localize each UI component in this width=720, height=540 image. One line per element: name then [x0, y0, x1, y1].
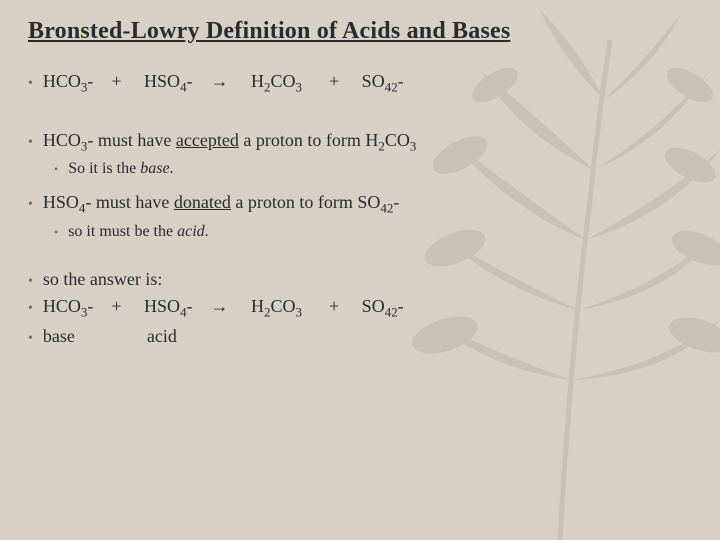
bullet-icon: •: [28, 331, 33, 347]
slide-title: Bronsted-Lowry Definition of Acids and B…: [28, 18, 692, 45]
explain-hco3: • HCO3- must have accepted a proton to f…: [28, 130, 692, 155]
bullet-icon: •: [54, 225, 58, 240]
slide-content: Bronsted-Lowry Definition of Acids and B…: [0, 0, 720, 347]
answer-intro: • so the answer is:: [28, 269, 692, 290]
base-acid-labels: • base acid: [28, 326, 692, 347]
bullet-icon: •: [54, 162, 58, 177]
equation-1: • HCO3- + HSO4- → H2CO3 + SO42-: [28, 71, 692, 96]
bullet-icon: •: [28, 135, 33, 151]
sub-acid: • so it must be the acid.: [54, 223, 692, 241]
sub-base: • So it is the base.: [54, 160, 692, 178]
bullet-icon: •: [28, 76, 33, 92]
bullet-icon: •: [28, 197, 33, 213]
equation-2: • HCO3- + HSO4- → H2CO3 + SO42-: [28, 296, 692, 321]
bullet-icon: •: [28, 301, 33, 317]
bullet-icon: •: [28, 274, 33, 290]
explain-hso4: • HSO4- must have donated a proton to fo…: [28, 192, 692, 217]
